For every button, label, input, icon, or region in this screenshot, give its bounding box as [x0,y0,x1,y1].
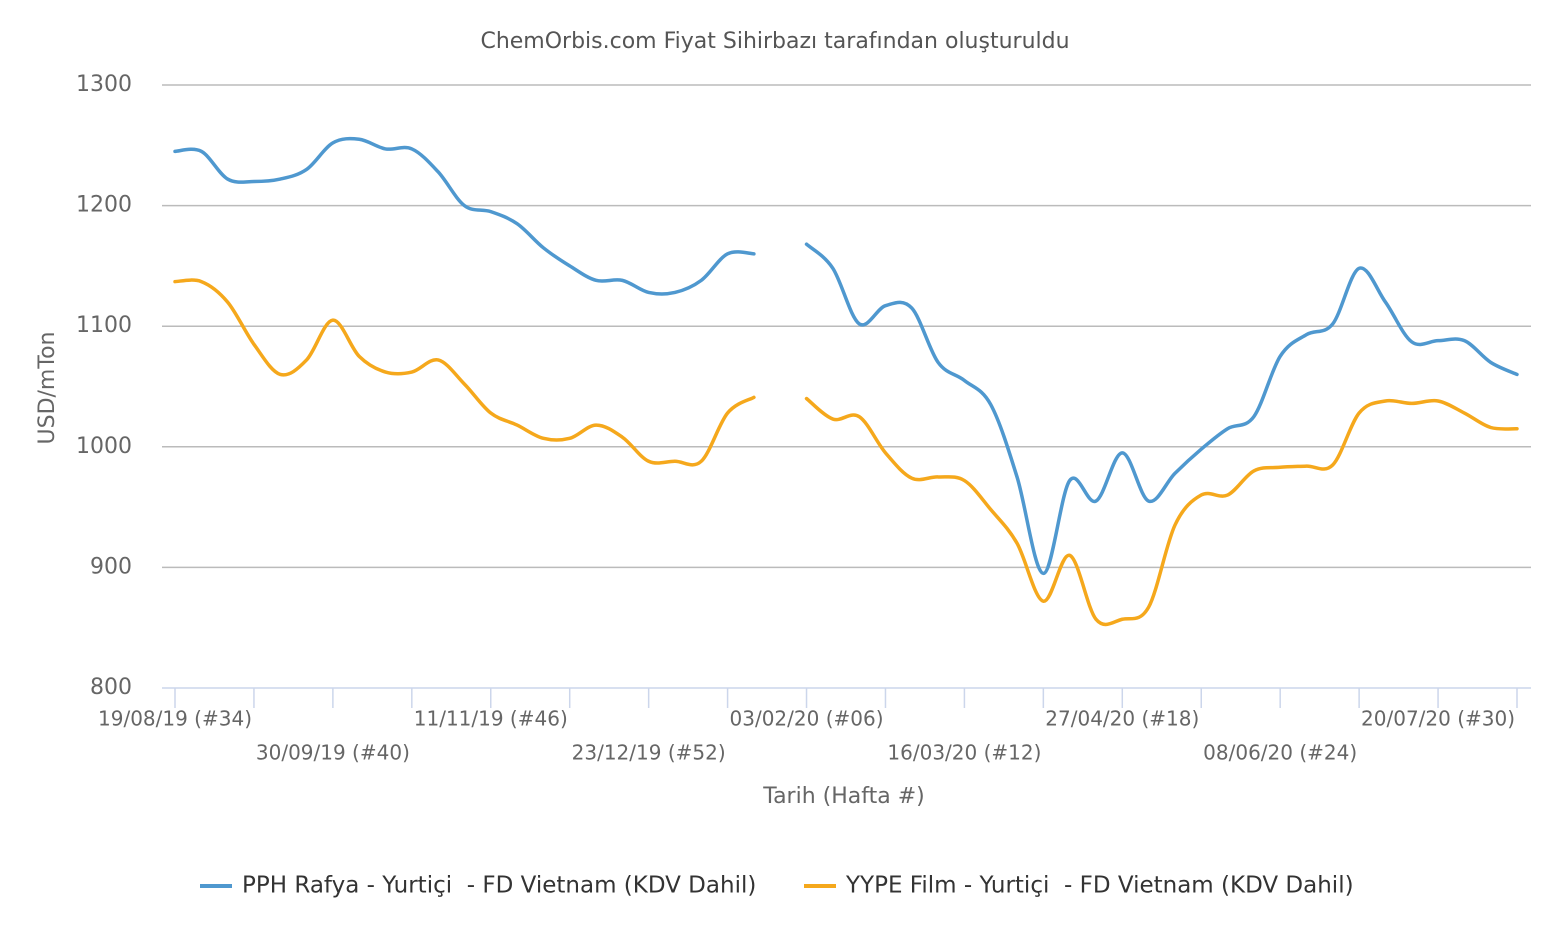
x-tick-label: 27/04/20 (#18) [1045,707,1199,731]
x-tick-label: 30/09/19 (#40) [256,741,410,765]
x-tick-label: 03/02/20 (#06) [730,707,884,731]
chart-title: ChemOrbis.com Fiyat Sihirbazı tarafından… [480,29,1069,54]
legend-label: YYPE Film - Yurtiçi - FD Vietnam (KDV Da… [845,873,1354,899]
legend-label: PPH Rafya - Yurtiçi - FD Vietnam (KDV Da… [242,873,756,899]
x-axis-label: Tarih (Hafta #) [762,784,924,809]
y-tick-label: 1100 [76,313,132,338]
x-tick-label: 08/06/20 (#24) [1203,741,1357,765]
series-line [173,136,1519,576]
x-tick-label: 20/07/20 (#30) [1361,707,1515,731]
x-tick-label: 19/08/19 (#34) [98,707,252,731]
series-line [173,278,1519,627]
x-tick-label: 23/12/19 (#52) [572,741,726,765]
x-tick-label: 11/11/19 (#46) [414,707,568,731]
x-tick-label: 16/03/20 (#12) [887,741,1041,765]
y-axis-label: USD/mTon [35,332,60,445]
y-tick-label: 800 [90,675,132,700]
y-tick-label: 1000 [76,434,132,459]
y-tick-label: 1300 [76,72,132,97]
y-tick-label: 900 [90,554,132,579]
y-tick-label: 1200 [76,193,132,218]
